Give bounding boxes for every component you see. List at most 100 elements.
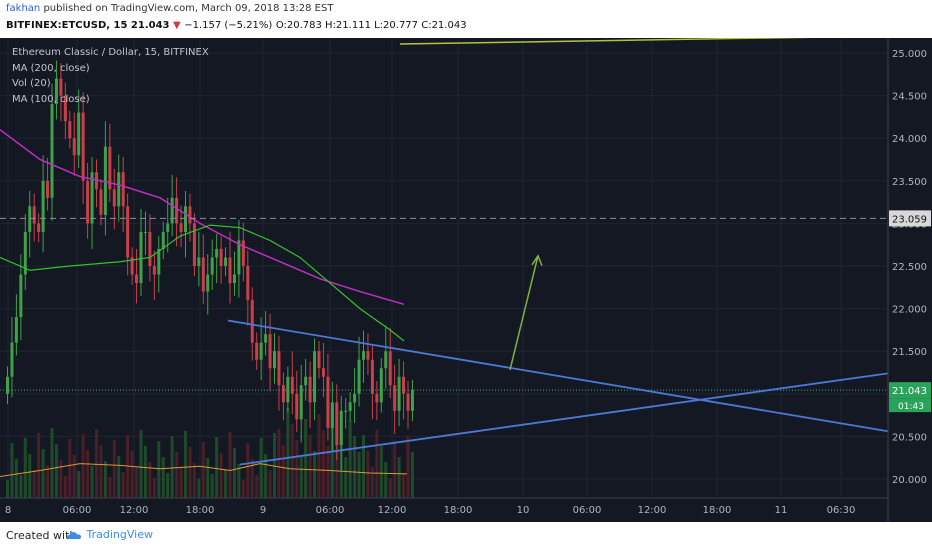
volume-bar xyxy=(50,428,54,498)
tradingview-logo[interactable]: TradingView xyxy=(67,528,153,541)
volume-bar xyxy=(286,408,290,498)
volume-bar xyxy=(130,451,134,498)
candle-body xyxy=(250,300,254,343)
ma200-line xyxy=(0,129,405,306)
candle-body xyxy=(121,172,125,207)
legend-ma100[interactable]: MA (100, close) xyxy=(12,93,90,105)
time-tick-label: 12:00 xyxy=(378,505,407,516)
volume-bar xyxy=(326,446,330,498)
author-link[interactable]: fakhan xyxy=(6,3,41,14)
volume-bar xyxy=(143,446,147,498)
candle-body xyxy=(406,393,410,411)
candle-body xyxy=(135,274,139,284)
candle-body xyxy=(339,410,343,445)
volume-bar xyxy=(192,463,196,498)
created-with-text: Created with xyxy=(6,529,77,542)
volume-bar xyxy=(139,430,143,498)
published-text: published on TradingView.com, March 09, … xyxy=(43,3,334,14)
candle-body xyxy=(273,351,276,369)
volume-bar xyxy=(166,473,170,498)
volume-bar xyxy=(388,478,392,498)
candle-body xyxy=(37,223,41,232)
candle-body xyxy=(335,402,339,445)
candle-body xyxy=(317,351,321,369)
volume-bar xyxy=(103,461,107,498)
volume-bar xyxy=(72,455,76,498)
candle-body xyxy=(50,104,54,198)
candle-body xyxy=(321,368,325,377)
volume-bar xyxy=(357,452,361,498)
candle-body xyxy=(166,223,170,232)
volume-bar xyxy=(228,432,232,498)
candle-body xyxy=(388,351,392,386)
volume-bar xyxy=(313,451,317,498)
price-chart[interactable]: 25.00024.50024.00023.50023.00022.50022.0… xyxy=(0,35,932,522)
volume-bar xyxy=(41,449,45,498)
volume-bar xyxy=(304,419,308,498)
volume-bar xyxy=(410,452,414,498)
candle-body xyxy=(397,376,401,411)
time-tick-label: 06:00 xyxy=(63,505,92,516)
ohlc-values: O:20.783 H:21.111 L:20.777 C:21.043 xyxy=(275,20,467,31)
last-price-label: 21.043 xyxy=(892,386,927,397)
volume-bar xyxy=(273,433,276,498)
candle-body xyxy=(277,351,281,386)
price-tick-label: 25.000 xyxy=(892,49,927,60)
volume-bar xyxy=(95,429,98,498)
volume-bar xyxy=(46,465,50,498)
candle-body xyxy=(68,121,72,139)
symbol-line: BITFINEX:ETCUSD, 15 21.043 ▼ −1.157 (−5.… xyxy=(6,20,467,31)
volume-bar xyxy=(290,424,294,498)
volume-bar xyxy=(224,469,228,498)
candle-body xyxy=(175,197,179,224)
publish-line: fakhan published on TradingView.com, Mar… xyxy=(6,3,333,14)
volume-bar xyxy=(10,443,14,498)
candle-body xyxy=(241,240,245,266)
volume-bar xyxy=(77,471,81,498)
candle-body xyxy=(63,95,67,122)
volume-bar xyxy=(353,436,357,498)
candle-body xyxy=(326,376,330,428)
candle-body xyxy=(375,393,379,403)
volume-bar xyxy=(184,431,187,498)
price-tick-label: 22.500 xyxy=(892,262,927,273)
volume-bar xyxy=(281,445,285,498)
volume-bar xyxy=(384,462,388,498)
candle-body xyxy=(41,180,45,232)
volume-bar xyxy=(86,450,90,498)
arrow-head xyxy=(531,254,543,267)
candle-body xyxy=(366,351,370,360)
volume-bar xyxy=(344,457,348,498)
time-tick-label: 18:00 xyxy=(444,505,473,516)
volume-bar xyxy=(68,439,72,498)
time-tick-label: 8 xyxy=(5,505,11,516)
ma100-line xyxy=(0,224,405,342)
volume-bar xyxy=(366,451,370,498)
candle-body xyxy=(384,351,388,369)
candle-body xyxy=(139,231,143,284)
volume-bar xyxy=(90,466,94,498)
volume-bar xyxy=(321,430,325,498)
candle-body xyxy=(10,342,14,377)
price-tick-label: 24.500 xyxy=(892,92,927,103)
arrow-shaft xyxy=(509,255,539,371)
chart-area[interactable]: 25.00024.50024.00023.50023.00022.50022.0… xyxy=(0,35,932,522)
volume-bar xyxy=(81,434,85,498)
candle-body xyxy=(19,274,23,318)
candle-body xyxy=(103,146,107,215)
volume-bar xyxy=(54,444,58,498)
candle-body xyxy=(224,257,228,266)
legend-ma200[interactable]: MA (200, close) xyxy=(12,62,90,74)
candle-body xyxy=(379,368,383,403)
volume-bar xyxy=(250,459,254,498)
candle-body xyxy=(112,189,116,207)
indicator-legend: Ethereum Classic / Dollar, 15, BITFINEX … xyxy=(12,45,209,107)
volume-bar xyxy=(246,443,250,498)
volume-bar xyxy=(255,475,259,498)
candle-body xyxy=(206,274,210,292)
candle-body xyxy=(357,359,361,394)
legend-vol[interactable]: Vol (20) xyxy=(12,78,51,89)
volume-bar xyxy=(37,433,41,498)
volume-bar xyxy=(112,440,116,498)
volume-bar xyxy=(201,442,205,498)
